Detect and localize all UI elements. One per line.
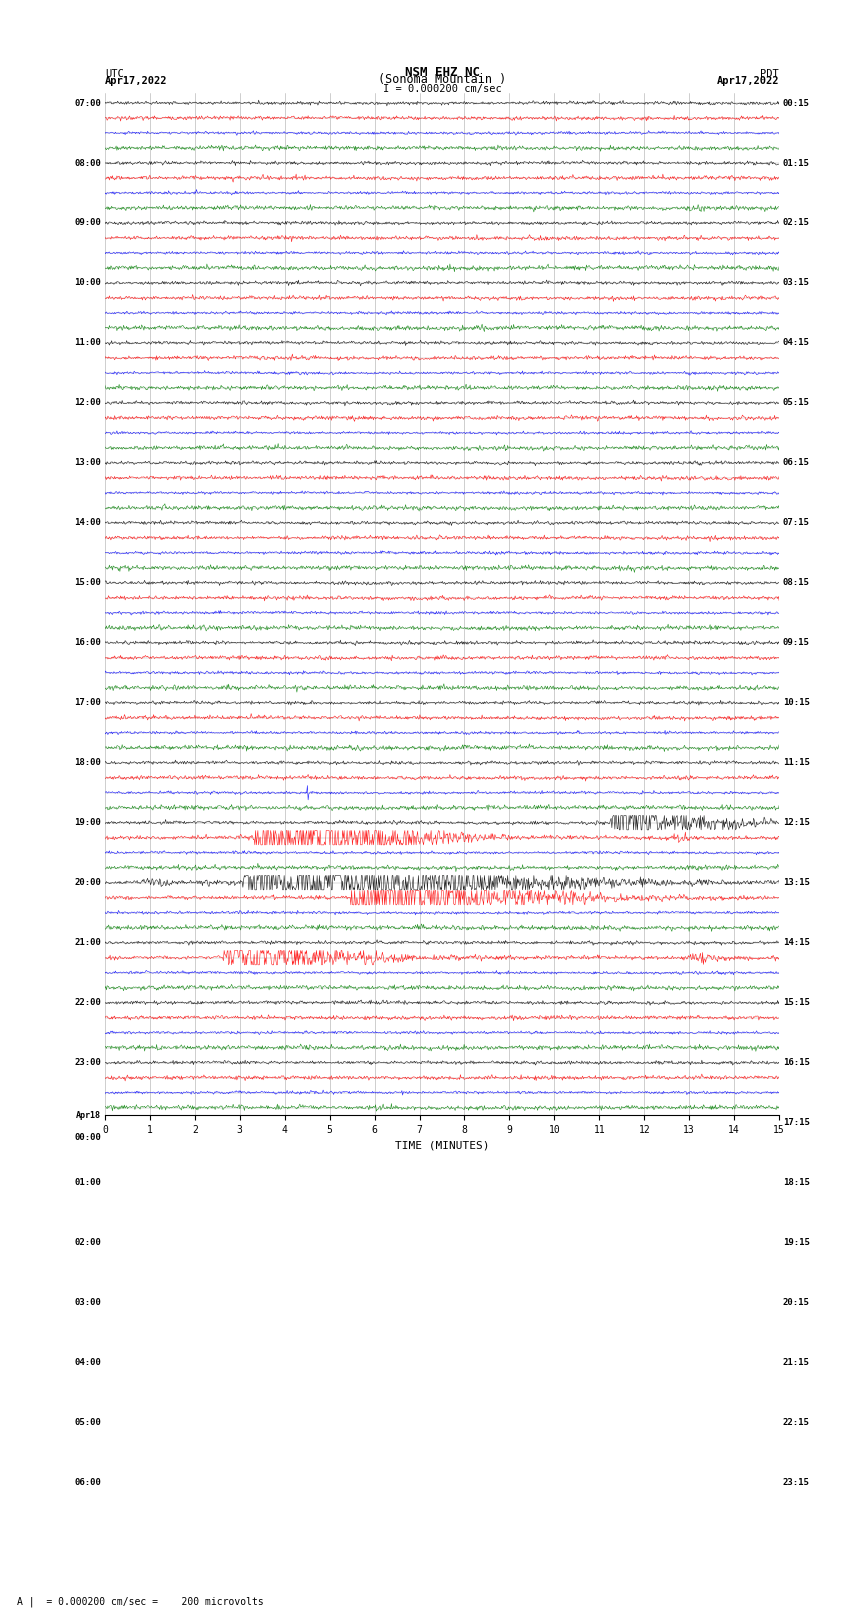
Text: Apr18: Apr18	[76, 1111, 101, 1119]
Text: 19:15: 19:15	[783, 1239, 809, 1247]
Text: 11:00: 11:00	[75, 339, 101, 347]
Text: 16:15: 16:15	[783, 1058, 809, 1068]
Text: 13:15: 13:15	[783, 877, 809, 887]
Text: 00:15: 00:15	[783, 98, 809, 108]
Text: 11:15: 11:15	[783, 758, 809, 768]
Text: 10:15: 10:15	[783, 698, 809, 706]
Text: 07:15: 07:15	[783, 518, 809, 527]
Text: 06:15: 06:15	[783, 458, 809, 468]
Text: 17:15: 17:15	[783, 1118, 809, 1127]
Text: 01:00: 01:00	[75, 1177, 101, 1187]
Text: 16:00: 16:00	[75, 639, 101, 647]
Text: 02:15: 02:15	[783, 218, 809, 227]
Text: PDT: PDT	[761, 69, 779, 79]
Text: 07:00: 07:00	[75, 98, 101, 108]
Text: NSM EHZ NC: NSM EHZ NC	[405, 66, 479, 79]
Text: 20:15: 20:15	[783, 1298, 809, 1307]
Text: 01:15: 01:15	[783, 158, 809, 168]
Text: 14:15: 14:15	[783, 939, 809, 947]
Text: 12:15: 12:15	[783, 818, 809, 827]
Text: 23:15: 23:15	[783, 1478, 809, 1487]
Text: 00:00: 00:00	[75, 1132, 101, 1142]
Text: I = 0.000200 cm/sec: I = 0.000200 cm/sec	[382, 84, 501, 94]
Text: Apr17,2022: Apr17,2022	[717, 76, 779, 87]
Text: 08:15: 08:15	[783, 579, 809, 587]
X-axis label: TIME (MINUTES): TIME (MINUTES)	[394, 1140, 490, 1150]
Text: 18:15: 18:15	[783, 1177, 809, 1187]
Text: 09:00: 09:00	[75, 218, 101, 227]
Text: 19:00: 19:00	[75, 818, 101, 827]
Text: 04:15: 04:15	[783, 339, 809, 347]
Text: 03:15: 03:15	[783, 279, 809, 287]
Text: 02:00: 02:00	[75, 1239, 101, 1247]
Text: 05:15: 05:15	[783, 398, 809, 408]
Text: 06:00: 06:00	[75, 1478, 101, 1487]
Text: 05:00: 05:00	[75, 1418, 101, 1428]
Text: 03:00: 03:00	[75, 1298, 101, 1307]
Text: Apr17,2022: Apr17,2022	[105, 76, 167, 87]
Text: 14:00: 14:00	[75, 518, 101, 527]
Text: 04:00: 04:00	[75, 1358, 101, 1366]
Text: 15:15: 15:15	[783, 998, 809, 1007]
Text: 23:00: 23:00	[75, 1058, 101, 1068]
Text: 12:00: 12:00	[75, 398, 101, 408]
Text: 22:15: 22:15	[783, 1418, 809, 1428]
Text: 21:15: 21:15	[783, 1358, 809, 1366]
Text: 20:00: 20:00	[75, 877, 101, 887]
Text: A |  = 0.000200 cm/sec =    200 microvolts: A | = 0.000200 cm/sec = 200 microvolts	[17, 1595, 264, 1607]
Text: 09:15: 09:15	[783, 639, 809, 647]
Text: 13:00: 13:00	[75, 458, 101, 468]
Text: 15:00: 15:00	[75, 579, 101, 587]
Text: 08:00: 08:00	[75, 158, 101, 168]
Text: 10:00: 10:00	[75, 279, 101, 287]
Text: 17:00: 17:00	[75, 698, 101, 706]
Text: 18:00: 18:00	[75, 758, 101, 768]
Text: 21:00: 21:00	[75, 939, 101, 947]
Text: (Sonoma Mountain ): (Sonoma Mountain )	[378, 74, 506, 87]
Text: UTC: UTC	[105, 69, 123, 79]
Text: 22:00: 22:00	[75, 998, 101, 1007]
